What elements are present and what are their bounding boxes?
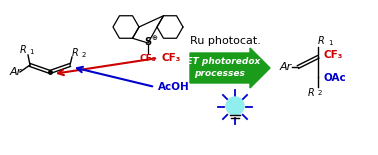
Text: processes: processes [195, 69, 245, 78]
Text: Ar: Ar [10, 67, 22, 77]
Text: Ar: Ar [280, 62, 292, 72]
Text: R: R [308, 88, 314, 98]
Text: R: R [20, 45, 26, 55]
Text: S: S [144, 37, 152, 47]
FancyArrow shape [190, 48, 270, 88]
Text: OAc: OAc [323, 73, 346, 83]
Text: 2: 2 [318, 90, 322, 96]
Text: SET photoredox: SET photoredox [180, 57, 260, 66]
Text: AcOH: AcOH [158, 82, 190, 92]
Text: ⊕: ⊕ [151, 35, 157, 41]
Text: R: R [318, 36, 324, 46]
Text: 1: 1 [328, 40, 333, 46]
Text: R: R [71, 48, 78, 58]
Text: 2: 2 [82, 52, 87, 58]
Circle shape [226, 97, 244, 115]
Text: Ru photocat.: Ru photocat. [189, 36, 260, 46]
Text: CF₃: CF₃ [161, 53, 180, 63]
Text: 1: 1 [29, 49, 34, 55]
Text: CF₃: CF₃ [139, 54, 156, 63]
Text: CF₃: CF₃ [323, 50, 342, 60]
